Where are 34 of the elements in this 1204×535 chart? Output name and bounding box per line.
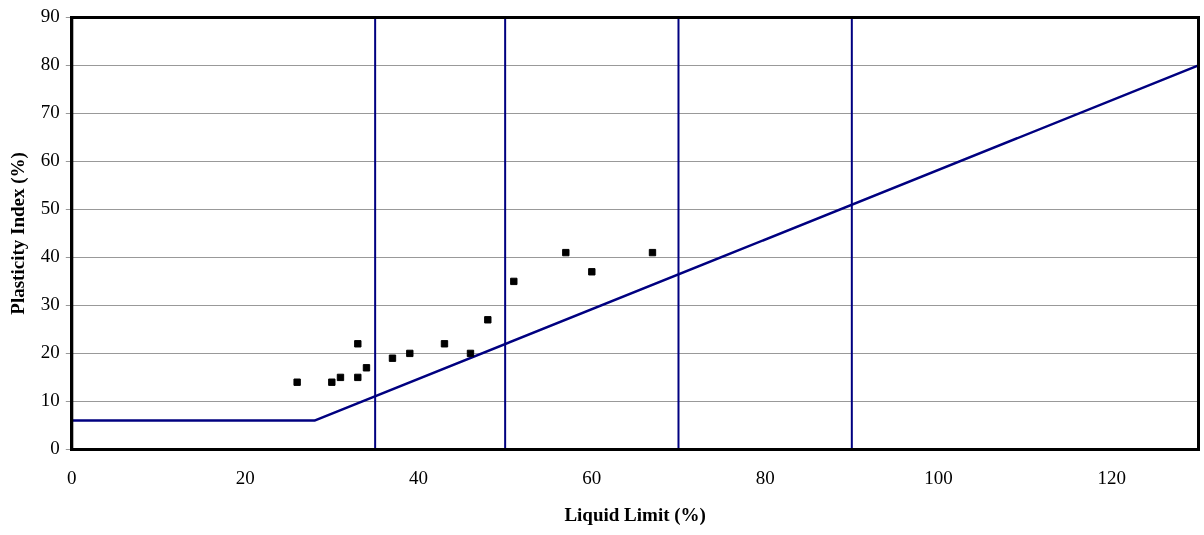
point	[510, 277, 518, 286]
x-tick-label: 0	[67, 466, 77, 488]
point	[562, 248, 570, 257]
point	[406, 349, 414, 358]
y-tick-label: 90	[40, 5, 60, 27]
point	[336, 373, 345, 382]
y-tick-label: 10	[40, 389, 60, 411]
x-tick-label: 20	[235, 466, 255, 488]
y-tick-label: 0	[50, 437, 60, 459]
point	[293, 378, 301, 386]
x-axis-title: Liquid Limit (%)	[564, 503, 706, 526]
point	[648, 248, 657, 257]
y-tick-label: 20	[40, 341, 60, 363]
point	[354, 340, 362, 348]
x-tick-label: 60	[582, 466, 602, 488]
point	[466, 349, 475, 358]
point	[484, 316, 492, 324]
y-tick-label: 40	[40, 245, 60, 267]
point	[362, 364, 371, 372]
point	[588, 268, 596, 276]
y-tick-label: 30	[40, 293, 60, 315]
y-tick-label: 80	[40, 53, 60, 75]
y-tick-label: 70	[40, 101, 60, 123]
x-tick-label: 100	[924, 466, 953, 488]
y-tick-label: 50	[40, 197, 60, 219]
point	[388, 354, 397, 362]
y-tick-label: 60	[40, 149, 60, 171]
x-tick-label: 80	[755, 466, 775, 488]
x-tick-label: 120	[1097, 466, 1127, 488]
point	[328, 378, 336, 386]
point	[440, 340, 449, 348]
x-tick-label: 40	[408, 466, 428, 488]
y-axis-title: Plasticity Index (%)	[7, 152, 30, 315]
point	[354, 373, 362, 382]
